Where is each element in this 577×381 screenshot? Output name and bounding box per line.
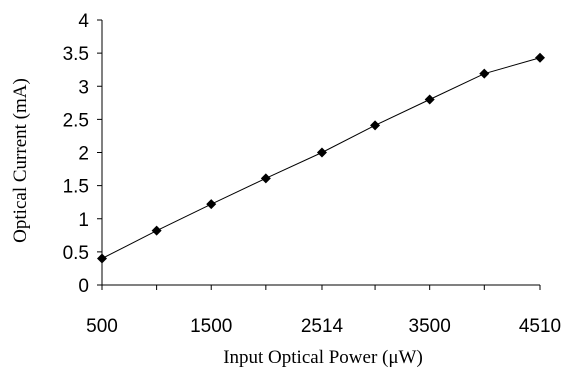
x-tick-label: 500 xyxy=(86,316,118,337)
series-line xyxy=(101,57,541,259)
y-axis-ticks: 0 0.5 1 1.5 2 2.5 3 3.5 4 xyxy=(63,11,102,297)
x-tick-label: 1500 xyxy=(190,316,232,337)
data-point-marker xyxy=(535,52,545,63)
x-axis-title: Input Optical Power (μW) xyxy=(223,347,423,368)
data-point-marker xyxy=(260,173,271,184)
data-point-marker xyxy=(97,253,107,264)
data-point-marker xyxy=(206,199,217,210)
data-point-marker xyxy=(370,120,381,131)
data-point-marker xyxy=(479,68,490,79)
x-axis-ticks: 500 1500 2514 3500 4510 xyxy=(86,285,561,337)
y-tick-label: 2.5 xyxy=(63,110,89,131)
y-tick-label: 4 xyxy=(78,11,89,32)
x-tick-label: 4510 xyxy=(519,316,561,337)
y-tick-label: 0 xyxy=(78,276,89,297)
y-tick-label: 1.5 xyxy=(63,177,89,198)
chart-series xyxy=(97,52,545,264)
y-tick-label: 3.5 xyxy=(63,44,89,65)
y-tick-label: 1 xyxy=(78,210,89,231)
y-axis-title: Optical Current (mA) xyxy=(10,78,31,243)
data-point-marker xyxy=(424,94,435,105)
x-tick-label: 2514 xyxy=(301,316,344,337)
y-tick-label: 0.5 xyxy=(63,243,89,264)
y-tick-label: 2 xyxy=(78,144,89,165)
y-tick-label: 3 xyxy=(78,77,89,98)
x-tick-label: 3500 xyxy=(409,316,451,337)
data-point-marker xyxy=(151,225,162,236)
data-point-marker xyxy=(316,147,327,158)
